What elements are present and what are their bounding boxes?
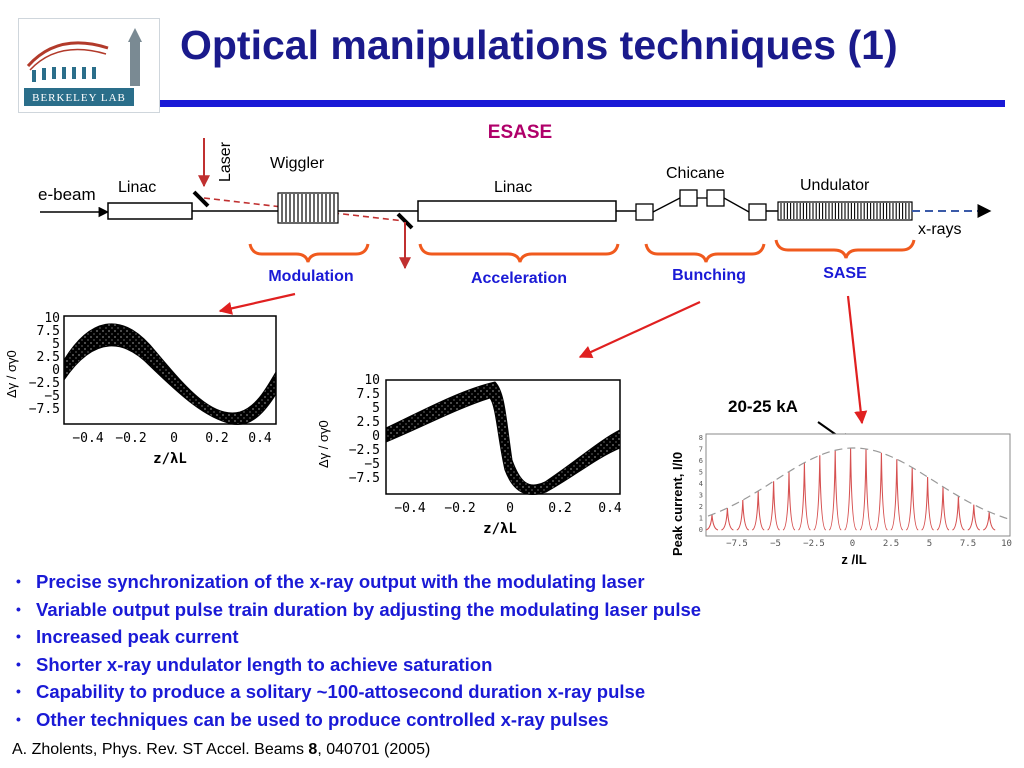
scheme-title: ESASE (488, 122, 552, 143)
plot3-frame (705, 433, 1011, 537)
x-tick-label: −7.5 (726, 539, 748, 549)
y-tick-label: 7.5 (357, 387, 380, 402)
y-tick-label: −2.5 (349, 443, 380, 458)
y-tick-label: 6 (699, 457, 703, 465)
list-item: • Precise synchronization of the x-ray ou… (16, 571, 645, 592)
x-tick-label: 7.5 (960, 539, 976, 549)
beamline: e-beam Linac Laser Wiggler Linac Chicane (38, 138, 992, 270)
list-item: • Increased peak current (16, 626, 239, 647)
plot3-ylabel: Peak current, I/I0 (670, 452, 685, 556)
undulator-label: Undulator (800, 177, 870, 194)
x-tick-label: 0.2 (205, 431, 228, 446)
plot-modulation: 107.552.50−2.5−5−7.5 −0.4 −0.2 0 0.2 0.4 Δγ … (4, 311, 277, 467)
y-tick-label: 8 (699, 434, 703, 442)
esase-diagram: ESASE e-beam Linac Laser Wiggler Linac (4, 122, 1012, 567)
title-divider (160, 100, 1005, 107)
x-tick-label: −5 (770, 539, 781, 549)
bullet-list: • Precise synchronization of the x-ray ou… (14, 568, 1014, 733)
plot-acceleration: 107.552.50−2.5−5−7.5 −0.4 −0.2 0 0.2 0.4 Δγ … (316, 373, 622, 537)
x-tick-label: −0.4 (394, 501, 425, 516)
x-tick-label: 0.2 (548, 501, 571, 516)
linac-2-label: Linac (494, 179, 532, 196)
y-tick-label: 4 (699, 480, 703, 488)
plot1-ylabel: Δγ / σγ0 (4, 350, 19, 398)
current-peak (721, 507, 734, 531)
y-tick-label: −5 (364, 457, 380, 472)
y-tick-label: 7.5 (37, 324, 60, 339)
linac-2 (417, 200, 617, 222)
x-tick-label: −0.2 (444, 501, 475, 516)
y-tick-label: 10 (44, 311, 60, 326)
y-tick-label: 10 (364, 373, 380, 388)
stage-modulation: Modulation (268, 268, 353, 285)
plot2-ylabel: Δγ / σγ0 (316, 420, 331, 468)
xrays-label: x-rays (918, 221, 962, 238)
plot2-xlabel: z/λL (483, 521, 517, 537)
laser-label: Laser (217, 141, 234, 182)
list-item: • Shorter x-ray undulator length to achie… (16, 653, 493, 675)
y-tick-label: 5 (372, 401, 380, 416)
y-tick-label: 3 (699, 492, 703, 500)
chicane-label: Chicane (666, 165, 725, 182)
x-tick-label: 0 (506, 501, 514, 516)
current-peak (967, 504, 981, 531)
x-tick-label: 10 (1001, 539, 1012, 549)
y-tick-label: 0 (699, 526, 703, 534)
x-tick-label: 5 (927, 539, 932, 549)
y-tick-label: 7 (699, 446, 703, 454)
y-tick-label: 2.5 (37, 350, 60, 365)
citation: A. Zholents, Phys. Rev. ST Accel. Beams … (12, 741, 431, 758)
list-item: • Variable output pulse train duration by… (16, 598, 702, 620)
pointer-arrows (218, 292, 868, 425)
list-item: • Capability to produce a solitary ~100-a… (16, 681, 646, 702)
ebeam-label: e-beam (38, 185, 96, 204)
chicane (635, 189, 767, 221)
x-tick-label: 0.4 (248, 431, 272, 446)
page-title: Optical manipulations techniques (1) (180, 22, 898, 68)
current-peak (890, 459, 904, 531)
x-tick-label: −2.5 (803, 539, 825, 549)
stage-acceleration: Acceleration (471, 270, 567, 287)
plot3-xlabel: z /lL (841, 552, 866, 567)
current-peak (736, 499, 750, 531)
list-item: • Other techniques can be used to produce… (16, 708, 609, 730)
linac-1-label: Linac (118, 179, 156, 196)
x-tick-label: −0.4 (72, 431, 103, 446)
current-peak (813, 455, 827, 531)
y-tick-label: 2.5 (357, 415, 380, 430)
y-tick-label: 2 (699, 503, 703, 511)
x-tick-label: 0 (170, 431, 178, 446)
y-tick-label: −7.5 (29, 402, 60, 417)
plot1-xlabel: z/λL (153, 451, 187, 467)
y-tick-label: 1 (699, 515, 703, 523)
stage-braces (248, 239, 916, 263)
wiggler-label: Wiggler (270, 155, 325, 172)
plot2-scatter-band (385, 381, 621, 495)
x-tick-label: −0.2 (115, 431, 146, 446)
y-tick-label: −2.5 (29, 376, 60, 391)
logo-text: BERKELEY LAB (32, 92, 126, 104)
berkeley-lab-logo: BERKELEY LAB (18, 18, 160, 113)
x-tick-label: 2.5 (883, 539, 899, 549)
current-peak (921, 476, 934, 531)
current-peak (767, 481, 780, 531)
stage-bunching: Bunching (672, 267, 746, 284)
stage-sase: SASE (823, 265, 867, 282)
current-peak (875, 452, 888, 531)
y-tick-label: 5 (52, 337, 60, 352)
wiggler (277, 192, 339, 224)
y-tick-label: −7.5 (349, 471, 380, 486)
plot1-scatter-band (63, 323, 277, 426)
x-tick-label: 0 (850, 539, 855, 549)
plot3-envelope (707, 447, 1009, 520)
x-tick-label: 0.4 (598, 501, 622, 516)
plot3-annotation: 20-25 kA (728, 397, 798, 416)
y-tick-label: 5 (699, 469, 703, 477)
linac-1 (107, 202, 193, 220)
y-tick-label: −5 (44, 389, 60, 404)
y-tick-label: 0 (52, 363, 60, 378)
y-tick-label: 0 (372, 429, 380, 444)
